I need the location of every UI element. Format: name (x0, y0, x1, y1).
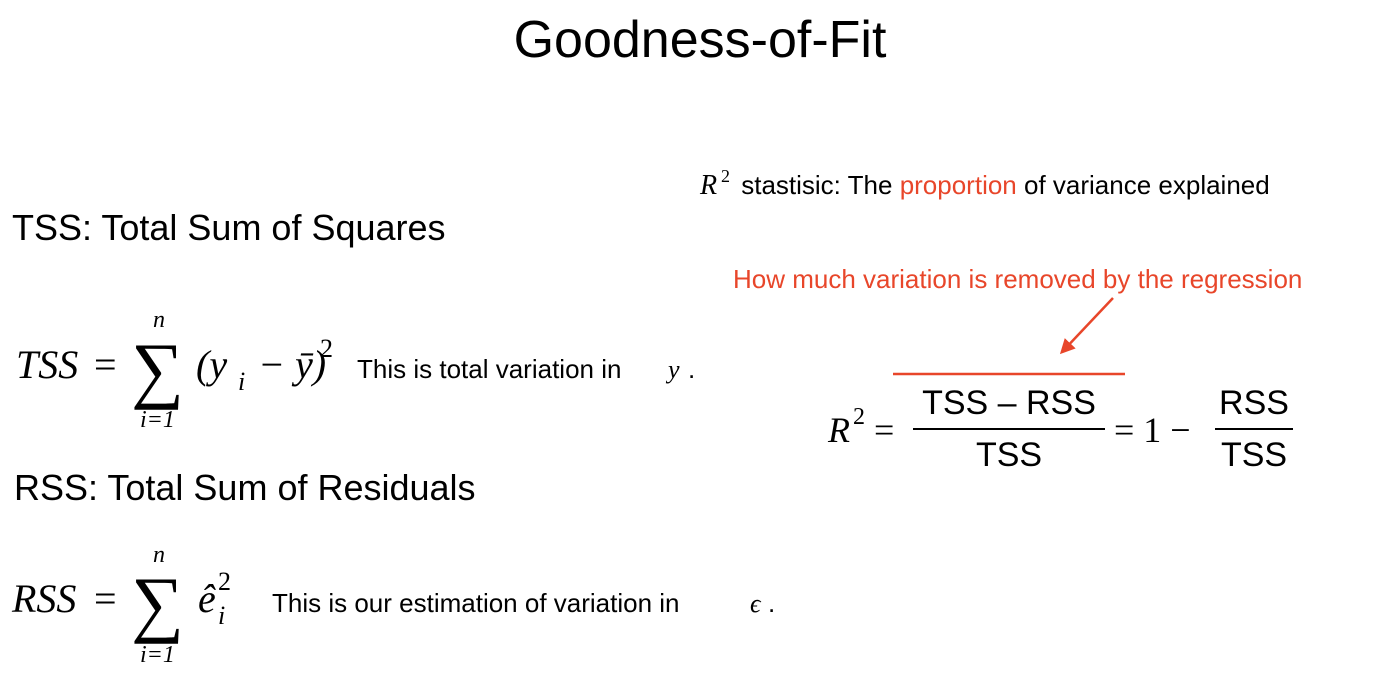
numerator: RSS (1219, 384, 1289, 422)
title: Goodness-of-Fit (514, 11, 887, 69)
denominator: TSS (976, 436, 1042, 474)
note: This is total variation in (357, 354, 621, 384)
text: of variance explained (1017, 170, 1270, 200)
note: . (768, 588, 775, 618)
math: 2 (320, 334, 333, 363)
math: − ȳ) (258, 342, 326, 387)
arrow (1059, 297, 1114, 355)
math: i=1 (140, 407, 175, 433)
math: i (218, 601, 225, 630)
math: 2 (218, 567, 231, 596)
math: i=1 (140, 642, 175, 668)
note: This is our estimation of variation in (272, 588, 680, 618)
math: 2 (721, 166, 730, 186)
math: y (665, 355, 680, 384)
rss-heading: RSS: Total Sum of Residuals (14, 467, 476, 508)
math: n (153, 542, 165, 568)
math: R (699, 170, 717, 201)
tss-heading: TSS: Total Sum of Squares (12, 207, 446, 248)
text: stastisic: The (734, 170, 900, 200)
math: n (153, 307, 165, 333)
math: ê (198, 576, 216, 621)
statement: stastisic: The proportion of variance ex… (734, 170, 1270, 200)
math: ∑ (131, 329, 184, 411)
math: i (238, 367, 245, 396)
math: RSS (11, 576, 76, 621)
math: ∑ (131, 563, 184, 645)
math: = (874, 410, 894, 450)
math: ϵ (750, 589, 762, 618)
note: . (688, 354, 695, 384)
math: = 1 − (1114, 410, 1191, 450)
annotation: How much variation is removed by the reg… (733, 264, 1302, 294)
math: 2 (853, 404, 865, 430)
numerator: TSS – RSS (922, 384, 1096, 422)
math: = (94, 342, 117, 387)
denominator: TSS (1221, 436, 1287, 474)
highlight: proportion (900, 170, 1017, 200)
math: = (94, 576, 117, 621)
math: R (827, 410, 850, 450)
math: (y (196, 342, 227, 387)
math: TSS (16, 342, 78, 387)
